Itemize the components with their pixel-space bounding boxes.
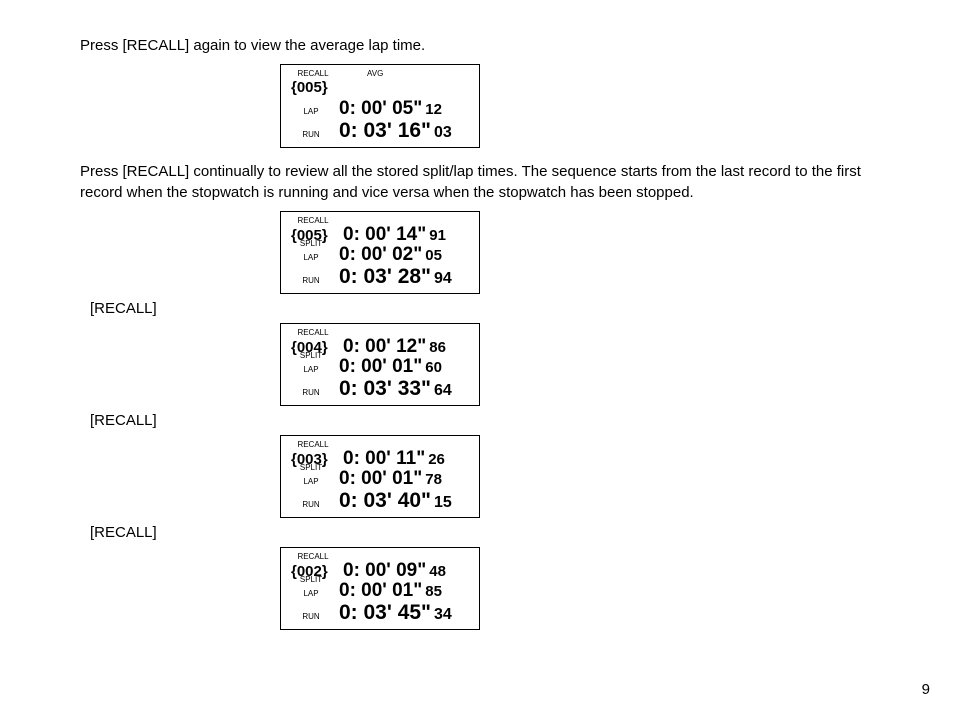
record-number: {005}: [291, 79, 473, 96]
recall-action-label: [RECALL]: [90, 300, 874, 317]
display-recall-1: RECALL{004}0: 00' 12"86SPLITLAP0: 00' 01…: [280, 323, 480, 406]
instruction-avg: Press [RECALL] again to view the average…: [80, 36, 874, 56]
label-split: SPLIT: [287, 464, 339, 472]
split-time-main: 0: 00' 12": [343, 336, 426, 358]
label-recall: RECALL: [287, 328, 339, 337]
lap-time-hund: 60: [425, 359, 442, 376]
run-time-main: 0: 03' 45": [339, 601, 431, 625]
split-time-hund: 91: [429, 227, 446, 244]
label-recall: RECALL: [287, 440, 339, 449]
split-time-main: 0: 00' 14": [343, 224, 426, 246]
run-time-main: 0: 03' 33": [339, 377, 431, 401]
label-recall: RECALL: [287, 552, 339, 561]
label-run: RUN: [287, 276, 339, 285]
label-run: RUN: [287, 388, 339, 397]
lap-time-hund: 78: [425, 471, 442, 488]
lap-time-hund: 85: [425, 583, 442, 600]
label-split: SPLIT: [287, 240, 339, 248]
label-lap: LAP: [287, 365, 339, 374]
display-recall-3: RECALL{002}0: 00' 09"48SPLITLAP0: 00' 01…: [280, 547, 480, 630]
label-run: RUN: [287, 612, 339, 621]
label-run: RUN: [287, 130, 339, 139]
page-number: 9: [922, 681, 930, 698]
label-recall: RECALL: [287, 69, 339, 78]
display-avg: RECALL AVG {005} LAP 0: 00' 05" 12 RUN 0…: [280, 64, 480, 148]
run-time-hund: 03: [434, 124, 452, 142]
lap-time-main: 0: 00' 05": [339, 98, 422, 120]
run-time-main: 0: 03' 40": [339, 489, 431, 513]
run-time-main: 0: 03' 28": [339, 265, 431, 289]
recall-action-label: [RECALL]: [90, 524, 874, 541]
label-run: RUN: [287, 500, 339, 509]
lap-time-main: 0: 00' 02": [339, 244, 422, 266]
lap-time-main: 0: 00' 01": [339, 580, 422, 602]
run-time-hund: 34: [434, 606, 452, 624]
display-recall-2: RECALL{003}0: 00' 11"26SPLITLAP0: 00' 01…: [280, 435, 480, 518]
split-time-main: 0: 00' 09": [343, 560, 426, 582]
run-time-hund: 94: [434, 270, 452, 288]
label-lap: LAP: [287, 107, 339, 116]
label-avg: AVG: [367, 69, 383, 78]
label-split: SPLIT: [287, 576, 339, 584]
lap-time-hund: 12: [425, 101, 442, 118]
split-time-hund: 86: [429, 339, 446, 356]
instruction-recall-sequence: Press [RECALL] continually to review all…: [80, 162, 874, 203]
label-recall: RECALL: [287, 216, 339, 225]
label-lap: LAP: [287, 253, 339, 262]
run-time-hund: 15: [434, 494, 452, 512]
lap-time-main: 0: 00' 01": [339, 356, 422, 378]
split-time-hund: 26: [428, 451, 445, 468]
label-lap: LAP: [287, 477, 339, 486]
lap-time-main: 0: 00' 01": [339, 468, 422, 490]
display-recall-0: RECALL{005}0: 00' 14"91SPLITLAP0: 00' 02…: [280, 211, 480, 294]
run-time-hund: 64: [434, 382, 452, 400]
lap-time-hund: 05: [425, 247, 442, 264]
run-time-main: 0: 03' 16": [339, 119, 431, 143]
label-lap: LAP: [287, 589, 339, 598]
split-time-main: 0: 00' 11": [343, 448, 425, 470]
label-split: SPLIT: [287, 352, 339, 360]
recall-action-label: [RECALL]: [90, 412, 874, 429]
split-time-hund: 48: [429, 563, 446, 580]
